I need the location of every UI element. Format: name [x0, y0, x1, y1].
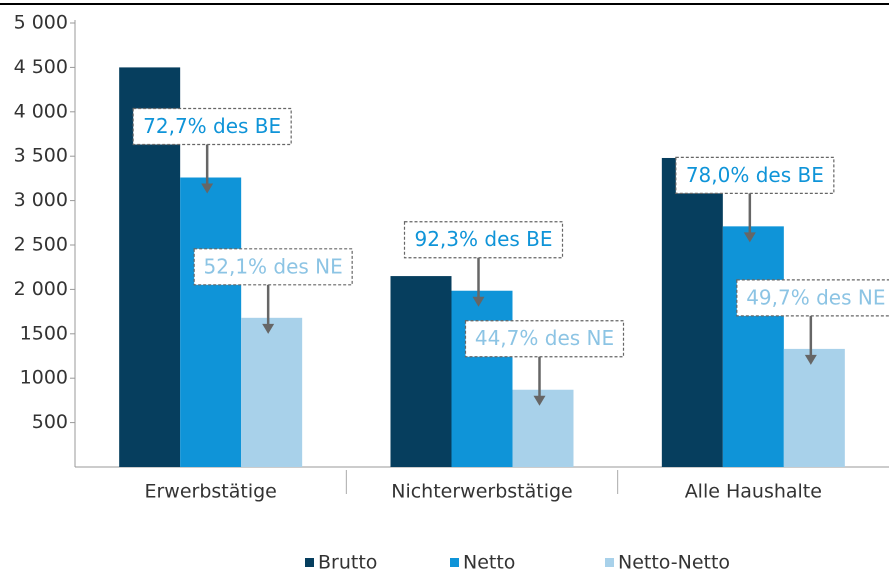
bar [783, 348, 845, 467]
callout-text: 78,0% des BE [686, 163, 824, 187]
legend-swatch [450, 558, 459, 567]
callout-box [675, 156, 835, 194]
y-tick-label: 2 000 [14, 278, 68, 300]
y-tick-label: 1000 [20, 367, 68, 389]
x-tick-label: Alle Haushalte [685, 481, 822, 503]
callout-box [464, 320, 625, 358]
callout-text: 52,1% des NE [204, 254, 343, 278]
bar [661, 157, 723, 467]
y-tick-label: 5 000 [14, 12, 68, 34]
x-tick-label: Erwerbstätige [144, 481, 276, 503]
callout-arrowhead [804, 354, 817, 365]
legend-swatch [305, 558, 314, 567]
bar [241, 317, 303, 467]
y-tick-label: 3 000 [14, 189, 68, 211]
y-tick-label: 500 [32, 411, 68, 433]
legend-swatch [605, 558, 614, 567]
callout-arrowhead [533, 395, 546, 406]
bar [180, 177, 242, 467]
bar [722, 226, 784, 467]
callout-text: 49,7% des NE [746, 285, 885, 309]
callout-box [403, 221, 564, 259]
y-tick-label: 1500 [20, 322, 68, 344]
callout-text: 72,7% des BE [143, 114, 281, 138]
y-tick-label: 3 500 [14, 145, 68, 167]
callout-box [193, 248, 353, 286]
callout-box [736, 279, 889, 317]
callout-arrowhead [472, 296, 485, 307]
y-tick-label: 4 500 [14, 56, 68, 78]
callout-box [132, 107, 292, 146]
bar [512, 389, 574, 467]
bar [451, 290, 513, 467]
y-tick-label: 4 000 [14, 100, 68, 122]
callout-text: 44,7% des NE [475, 326, 614, 350]
callout-text: 92,3% des BE [414, 227, 552, 251]
y-tick-label: 2 500 [14, 234, 68, 256]
x-tick-label: Nichterwerbstätige [391, 481, 573, 503]
legend-label: Netto-Netto [618, 552, 730, 574]
legend-label: Brutto [318, 552, 377, 574]
callout-arrowhead [262, 323, 275, 334]
bar [390, 276, 452, 467]
legend-label: Netto [463, 552, 515, 574]
callout-arrowhead [201, 183, 214, 194]
callout-arrowhead [743, 232, 756, 243]
